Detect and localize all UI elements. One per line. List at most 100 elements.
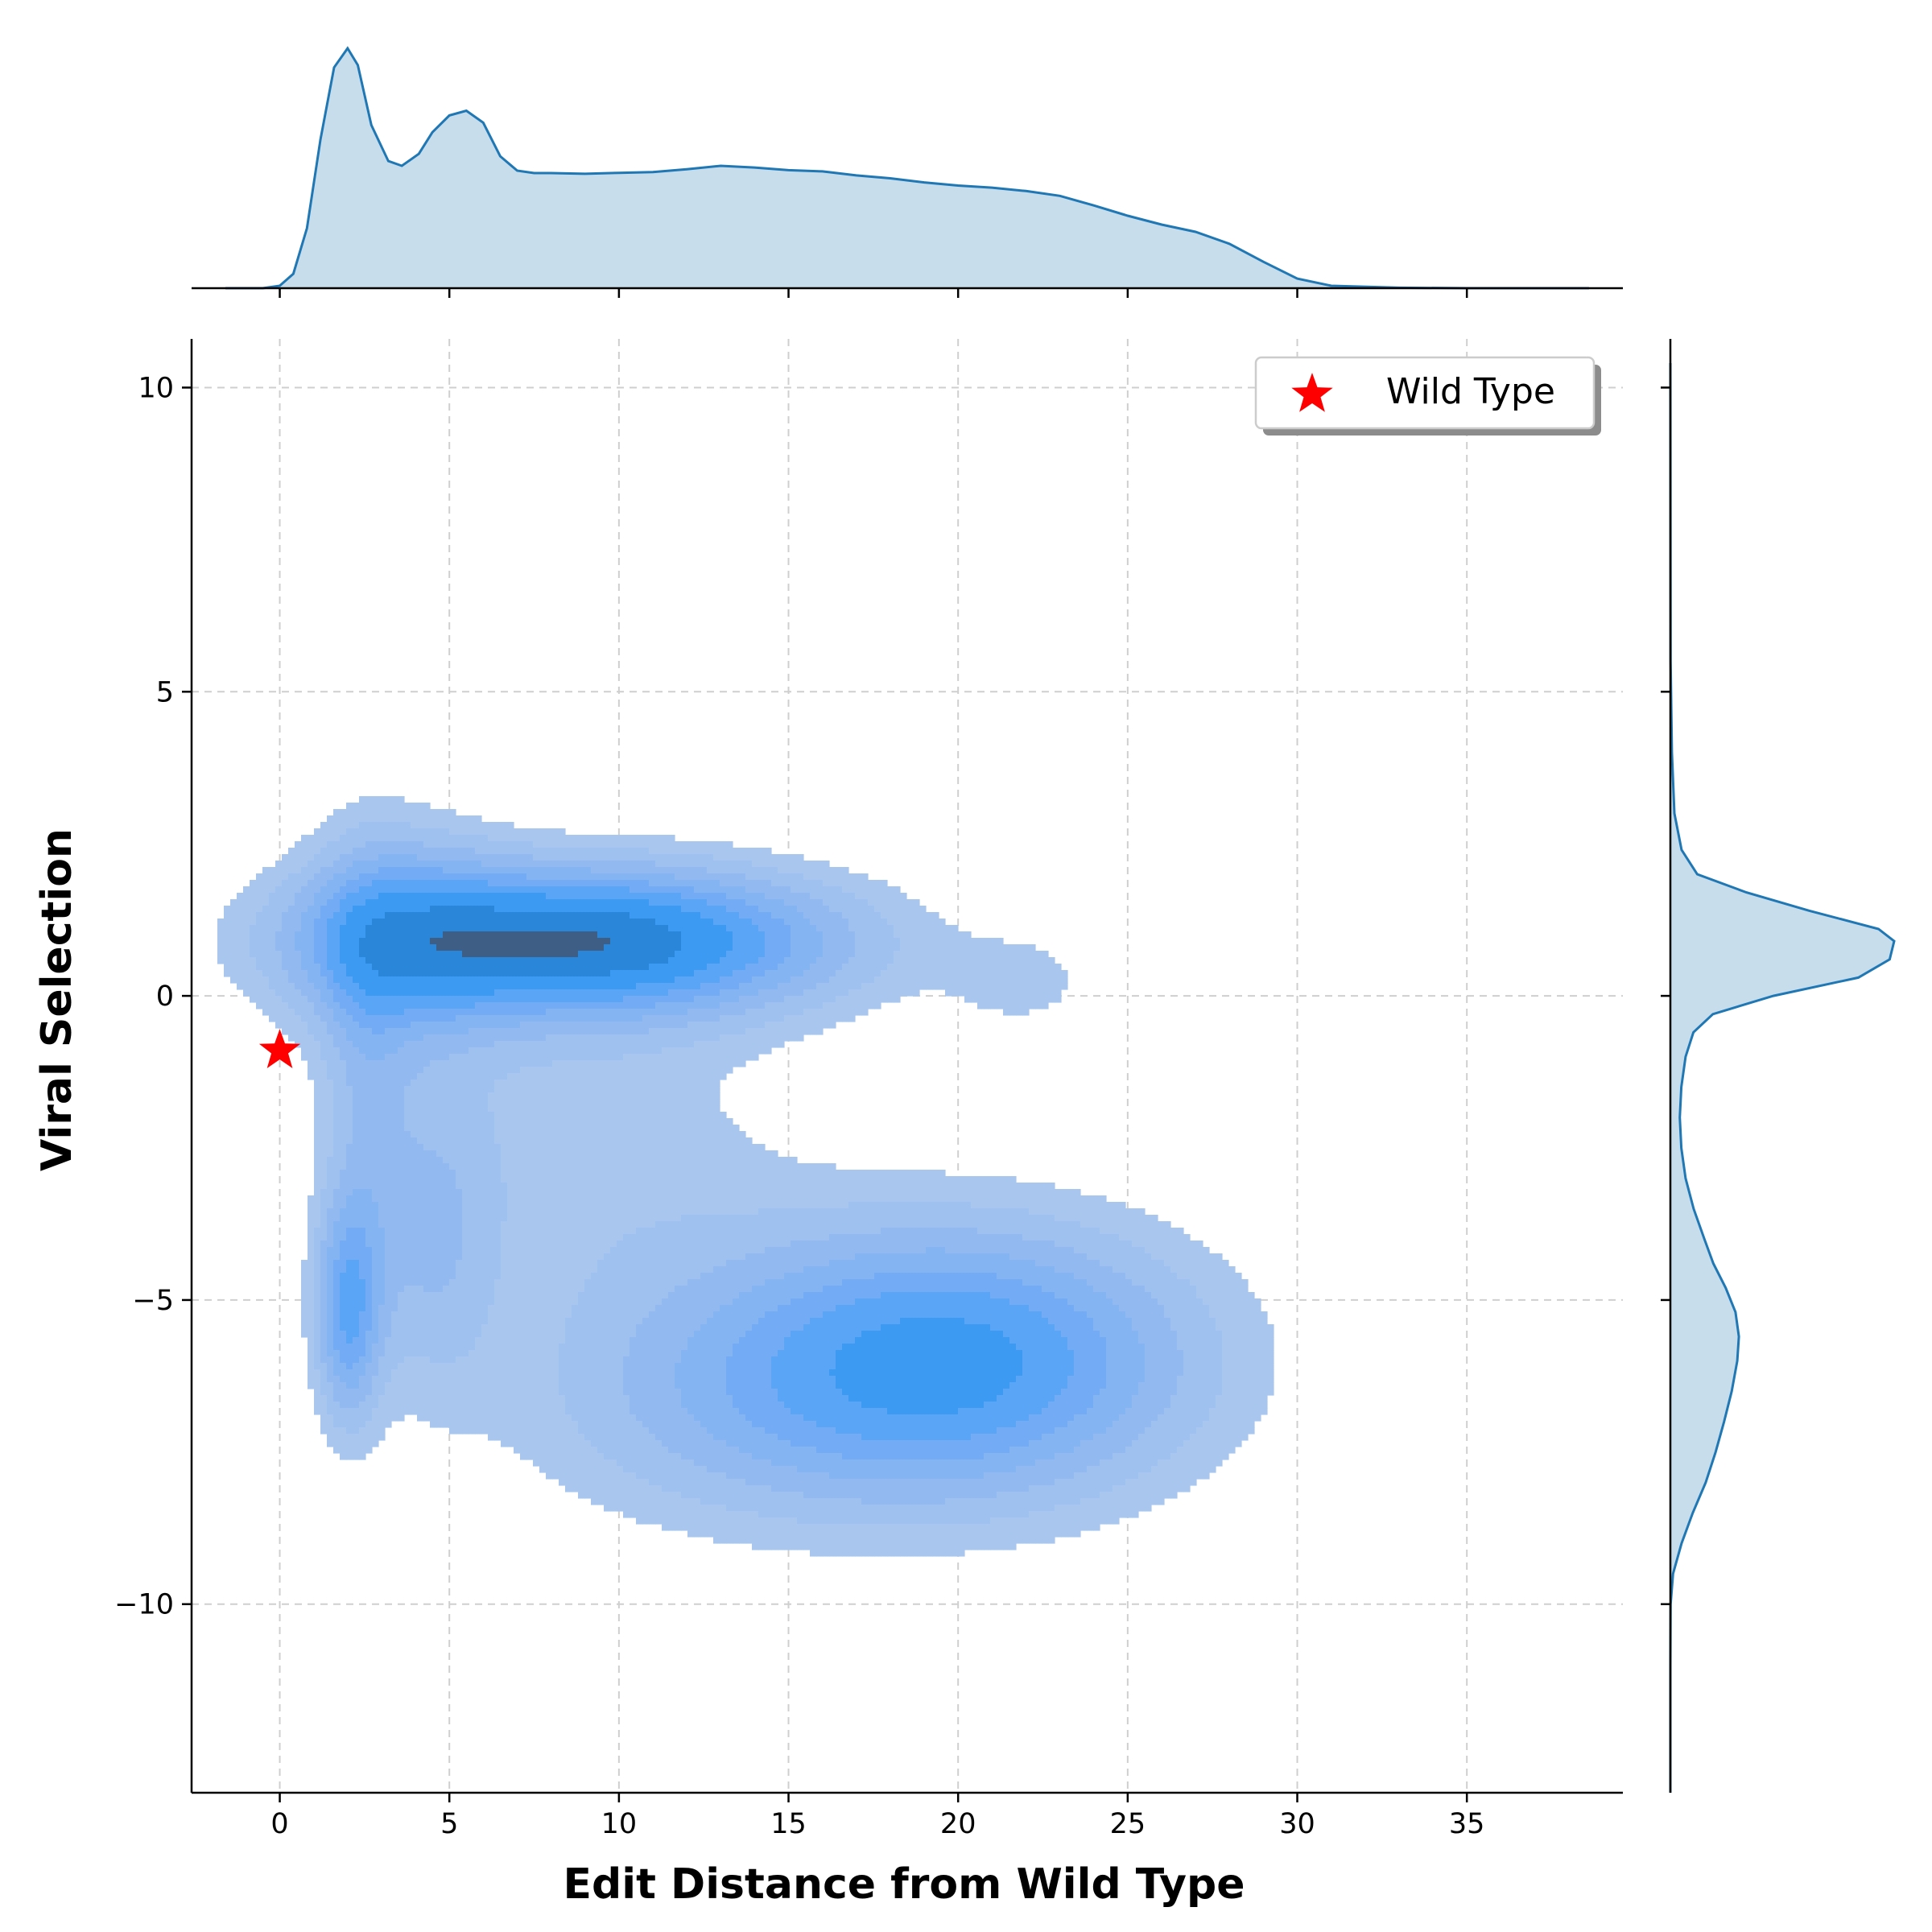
kde-cell bbox=[353, 976, 360, 984]
kde-cell bbox=[469, 880, 476, 887]
kde-cell bbox=[340, 1208, 347, 1216]
kde-cell bbox=[423, 1067, 431, 1074]
kde-cell bbox=[327, 1234, 334, 1241]
kde-cell bbox=[591, 1086, 598, 1093]
kde-cell bbox=[533, 944, 540, 952]
kde-cell bbox=[385, 1163, 392, 1170]
kde-cell bbox=[604, 1440, 611, 1447]
kde-cell bbox=[423, 1080, 431, 1087]
kde-cell bbox=[565, 1350, 572, 1357]
kde-cell bbox=[539, 1202, 547, 1209]
kde-cell bbox=[546, 1054, 553, 1061]
kde-cell bbox=[488, 944, 495, 952]
kde-cell bbox=[314, 1105, 321, 1113]
kde-cell bbox=[578, 1067, 585, 1074]
kde-cell bbox=[365, 1125, 373, 1132]
kde-cell bbox=[391, 1241, 398, 1248]
kde-cell bbox=[430, 1318, 437, 1325]
kde-cell bbox=[520, 1099, 527, 1106]
kde-cell bbox=[449, 931, 456, 939]
kde-cell bbox=[359, 1073, 366, 1080]
kde-cell bbox=[365, 880, 373, 887]
kde-cell bbox=[340, 1292, 347, 1299]
kde-cell bbox=[514, 1247, 521, 1254]
kde-cell bbox=[494, 1163, 502, 1170]
kde-cell bbox=[526, 1260, 534, 1267]
kde-cell bbox=[533, 1105, 540, 1113]
kde-cell bbox=[436, 1253, 444, 1261]
kde-cell bbox=[456, 1408, 463, 1415]
kde-cell bbox=[572, 1215, 579, 1222]
kde-cell bbox=[353, 1324, 360, 1331]
kde-cell bbox=[449, 1022, 456, 1029]
kde-cell bbox=[262, 951, 270, 958]
kde-cell bbox=[456, 1144, 463, 1151]
kde-cell bbox=[256, 886, 263, 894]
kde-cell bbox=[456, 867, 463, 874]
kde-cell bbox=[481, 1292, 489, 1299]
kde-cell bbox=[314, 861, 321, 868]
kde-cell bbox=[514, 1015, 521, 1022]
kde-cell bbox=[572, 1369, 579, 1377]
kde-cell bbox=[597, 1002, 605, 1009]
kde-cell bbox=[333, 841, 341, 848]
kde-cell bbox=[346, 1202, 353, 1209]
kde-cell bbox=[417, 925, 424, 932]
kde-cell bbox=[546, 1324, 553, 1331]
kde-cell bbox=[436, 1054, 444, 1061]
kde-cell bbox=[475, 964, 482, 971]
kde-cell bbox=[494, 1208, 502, 1216]
kde-cell bbox=[423, 1015, 431, 1022]
kde-cell bbox=[295, 867, 302, 874]
kde-cell bbox=[423, 835, 431, 842]
kde-cell bbox=[449, 1041, 456, 1048]
kde-cell bbox=[230, 944, 237, 952]
kde-cell bbox=[501, 1041, 508, 1048]
kde-cell bbox=[359, 854, 366, 861]
kde-cell bbox=[436, 1311, 444, 1319]
kde-cell bbox=[340, 1215, 347, 1222]
kde-cell bbox=[507, 1221, 514, 1228]
kde-cell bbox=[359, 919, 366, 926]
kde-cell bbox=[514, 1427, 521, 1435]
kde-cell bbox=[481, 1414, 489, 1422]
kde-cell bbox=[539, 1183, 547, 1190]
kde-cell bbox=[552, 1408, 559, 1415]
kde-cell bbox=[494, 835, 502, 842]
kde-cell bbox=[224, 938, 231, 945]
kde-cell bbox=[539, 828, 547, 836]
kde-cell bbox=[340, 925, 347, 932]
kde-cell bbox=[430, 848, 437, 855]
kde-cell bbox=[436, 1118, 444, 1125]
kde-cell bbox=[282, 925, 289, 932]
kde-cell bbox=[584, 1034, 592, 1042]
kde-cell bbox=[378, 938, 386, 945]
kde-cell bbox=[436, 1234, 444, 1241]
kde-cell bbox=[320, 1363, 328, 1370]
kde-cell bbox=[604, 1060, 611, 1067]
kde-cell bbox=[443, 1311, 450, 1319]
kde-cell bbox=[449, 1002, 456, 1009]
kde-cell bbox=[301, 1318, 308, 1325]
kde-cell bbox=[404, 899, 411, 906]
kde-cell bbox=[520, 867, 527, 874]
kde-cell bbox=[320, 1369, 328, 1377]
kde-cell bbox=[481, 1125, 489, 1132]
kde-cell bbox=[552, 1028, 559, 1035]
kde-cell bbox=[546, 861, 553, 868]
kde-cell bbox=[481, 873, 489, 881]
kde-cell bbox=[288, 996, 295, 1003]
kde-cell bbox=[591, 1067, 598, 1074]
kde-cell bbox=[327, 1163, 334, 1170]
kde-cell bbox=[308, 1234, 315, 1241]
kde-cell bbox=[520, 1060, 527, 1067]
kde-cell bbox=[565, 1086, 572, 1093]
kde-cell bbox=[398, 1356, 405, 1364]
kde-cell bbox=[430, 1060, 437, 1067]
kde-cell bbox=[520, 1311, 527, 1319]
kde-cell bbox=[320, 893, 328, 900]
kde-cell bbox=[411, 1402, 418, 1409]
kde-cell bbox=[430, 1311, 437, 1319]
kde-cell bbox=[391, 1273, 398, 1280]
kde-cell bbox=[340, 1028, 347, 1035]
